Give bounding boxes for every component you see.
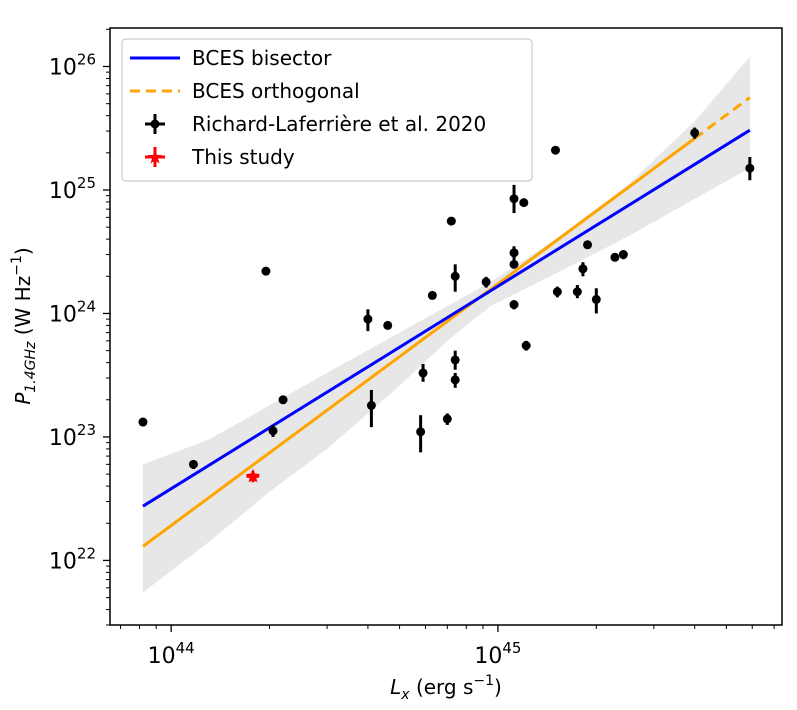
data-point <box>416 415 426 453</box>
data-point <box>591 288 601 314</box>
data-point <box>578 262 588 277</box>
data-point <box>481 276 491 288</box>
data-point <box>583 240 593 250</box>
data-point <box>572 285 582 299</box>
y-tick-label: 1022 <box>49 544 96 574</box>
x-axis-label: Lx (erg s−1) <box>390 673 502 703</box>
data-point <box>745 156 755 181</box>
legend-label-orthogonal: BCES orthogonal <box>192 79 360 103</box>
orthogonal-fit-line <box>142 137 696 548</box>
data-point <box>268 424 278 437</box>
data-point <box>690 127 700 139</box>
data-point <box>450 350 460 370</box>
data-point <box>610 252 620 262</box>
y-tick-label: 1024 <box>49 297 96 327</box>
legend-label-bisector: BCES bisector <box>192 46 332 70</box>
legend-swatch-richard <box>145 114 165 134</box>
confidence-band <box>142 56 750 593</box>
data-point <box>446 216 456 226</box>
y-tick-label: 1026 <box>49 50 96 80</box>
data-points-layer <box>138 127 755 483</box>
legend-box <box>121 38 533 182</box>
confidence-band-layer <box>142 56 750 593</box>
legend-swatch-this-study <box>145 147 165 167</box>
data-point <box>552 286 562 298</box>
data-point <box>418 363 428 382</box>
data-point <box>383 320 393 330</box>
y-tick-label: 1023 <box>49 421 96 451</box>
bisector-fit-line <box>142 128 751 508</box>
data-point <box>509 259 519 269</box>
this-study-point <box>245 468 261 483</box>
data-point <box>519 198 529 208</box>
data-point <box>188 459 198 470</box>
x-tick-label: 1044 <box>148 639 195 669</box>
legend: BCES bisector BCES orthogonal Richard-La… <box>121 38 533 182</box>
data-point <box>138 417 148 427</box>
legend-label-this-study: This study <box>191 145 295 169</box>
data-point <box>450 372 460 388</box>
fit-lines-layer <box>142 96 751 548</box>
plot-frame <box>109 27 783 626</box>
data-point <box>278 395 288 405</box>
orthogonal-fit-line-dashed <box>693 96 751 140</box>
data-point <box>521 340 531 351</box>
axis-ticks-layer: 1044 1045 1022 1023 1024 1025 1026 <box>49 28 775 669</box>
data-point <box>550 145 560 155</box>
data-point <box>363 309 373 332</box>
data-point <box>618 250 628 260</box>
legend-label-richard: Richard-Laferrière et al. 2020 <box>192 112 486 136</box>
y-tick-label: 1025 <box>49 174 96 204</box>
data-point <box>261 266 271 276</box>
data-point <box>509 300 519 310</box>
data-point <box>509 184 519 214</box>
data-point <box>509 246 519 261</box>
data-point <box>442 413 452 425</box>
data-point <box>450 264 460 292</box>
data-point <box>366 389 376 428</box>
y-axis-label: P1.4GHz (W Hz−1) <box>9 247 39 404</box>
data-point <box>427 290 437 300</box>
x-tick-label: 1045 <box>474 639 521 669</box>
